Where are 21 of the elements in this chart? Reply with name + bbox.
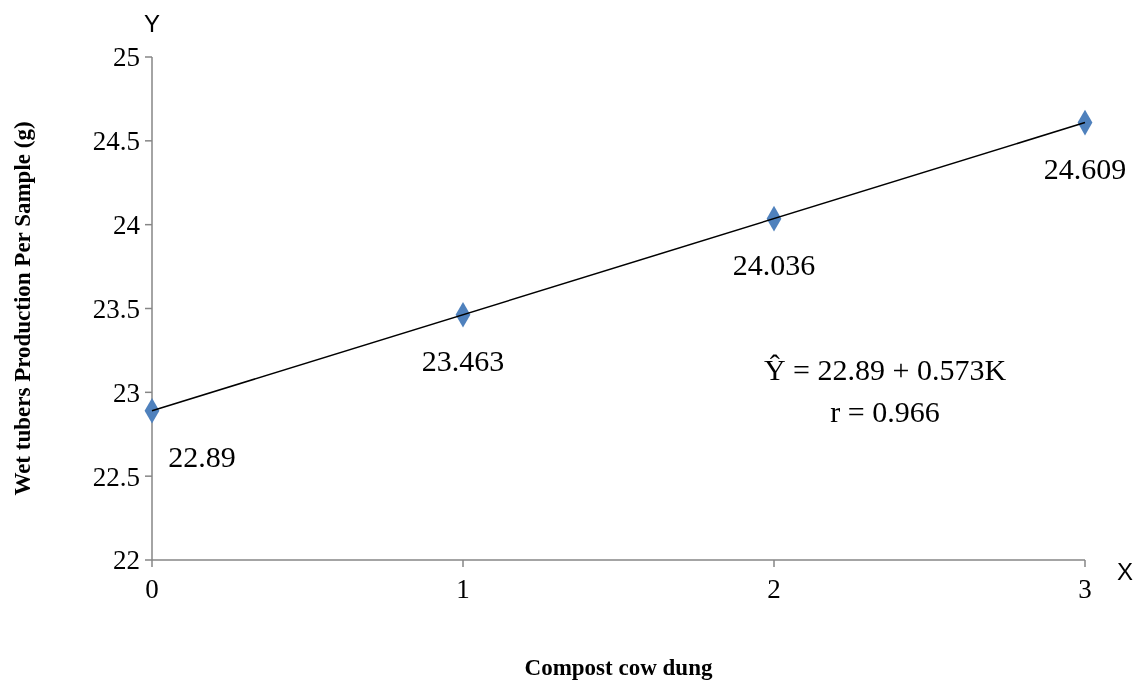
y-tick-label: 23 xyxy=(113,377,140,408)
annotation: Ŷ = 22.89 + 0.573K xyxy=(763,353,1007,386)
data-label: 24.036 xyxy=(732,247,816,281)
data-label: 23.463 xyxy=(421,343,505,377)
data-label: 24.609 xyxy=(1043,151,1127,185)
x-tick-label: 2 xyxy=(767,574,781,604)
y-tick-label: 25 xyxy=(113,42,140,73)
y-tick-label: 22 xyxy=(113,545,140,576)
data-label: 22.89 xyxy=(168,439,236,473)
x-tick-label: 0 xyxy=(145,574,159,604)
annotation: r = 0.966 xyxy=(830,395,940,428)
y-tick-label: 24 xyxy=(113,210,141,241)
y-tick-label: 24.5 xyxy=(92,126,140,157)
x-axis-title: Compost cow dung xyxy=(524,655,713,680)
text: Y xyxy=(143,10,161,37)
y-axis-title: Wet tubers Production Per Sample (g) xyxy=(10,121,35,496)
y-tick-label: 22.5 xyxy=(92,461,140,492)
x-tick-label: 3 xyxy=(1078,574,1092,604)
y-tick-label: 23.5 xyxy=(92,293,140,324)
text: X xyxy=(1116,558,1134,585)
x-tick-label: 1 xyxy=(456,574,470,604)
